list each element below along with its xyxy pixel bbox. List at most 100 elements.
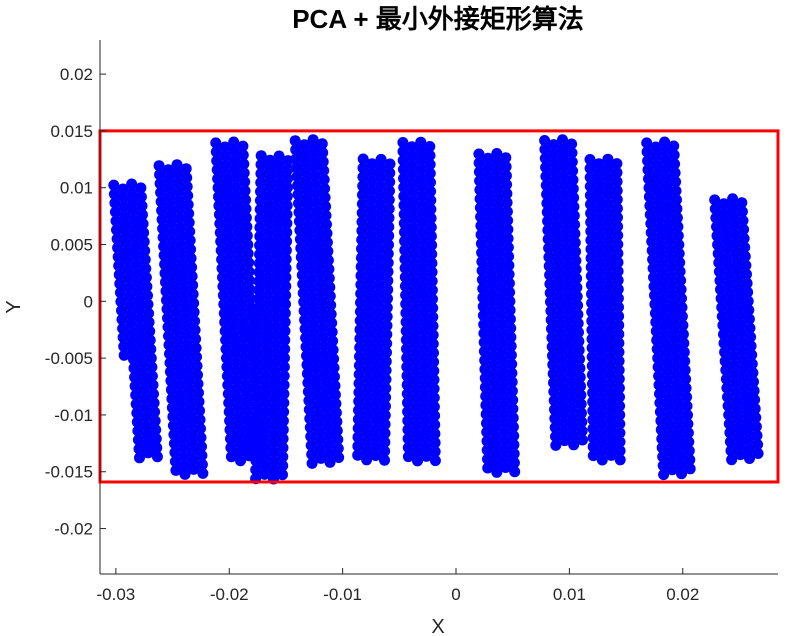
data-point (410, 356, 422, 368)
data-point (183, 374, 195, 386)
data-point (250, 455, 262, 467)
data-point (409, 311, 421, 323)
data-point (733, 291, 745, 303)
data-point (303, 228, 315, 240)
data-point (484, 215, 496, 227)
data-point (382, 293, 393, 305)
data-point (502, 215, 514, 226)
data-point (542, 233, 554, 245)
data-point (301, 359, 313, 371)
data-point (494, 264, 506, 276)
data-point (231, 392, 243, 404)
data-point (382, 257, 394, 269)
data-point (419, 370, 431, 381)
data-point (277, 415, 289, 427)
data-point (586, 324, 598, 336)
data-point (612, 221, 624, 232)
data-point (664, 410, 676, 422)
data-point (242, 248, 254, 260)
data-point (570, 264, 582, 275)
data-point (398, 190, 410, 202)
data-point (130, 389, 142, 401)
data-point (646, 236, 658, 247)
data-point (365, 239, 377, 250)
data-point (175, 222, 186, 233)
data-point (263, 217, 275, 229)
data-point (177, 424, 189, 436)
data-point (678, 337, 690, 349)
data-point (253, 284, 265, 296)
data-point (587, 414, 599, 426)
data-point (320, 210, 332, 221)
data-point (240, 203, 252, 215)
data-point (482, 170, 494, 182)
data-point (229, 163, 241, 175)
data-point (575, 398, 587, 410)
data-point (164, 366, 176, 378)
data-point (749, 403, 761, 415)
data-point (261, 352, 273, 364)
data-point (408, 240, 420, 251)
data-point (418, 307, 430, 319)
data-point (155, 196, 167, 208)
data-point (263, 199, 275, 211)
data-point (506, 367, 518, 379)
data-point (664, 244, 676, 256)
data-point (141, 429, 153, 441)
data-point (271, 267, 283, 279)
data-point (585, 216, 597, 228)
data-point (671, 387, 683, 399)
data-point (300, 341, 312, 353)
data-point (565, 367, 577, 379)
data-point (576, 416, 588, 428)
data-point (131, 407, 143, 419)
data-point (261, 325, 273, 337)
data-point (424, 167, 436, 179)
data-point (650, 325, 662, 337)
data-point (428, 356, 440, 368)
data-point (332, 434, 344, 445)
data-point (222, 195, 234, 207)
data-point (614, 454, 626, 466)
data-point (187, 446, 199, 457)
data-point (251, 419, 262, 431)
data-point (559, 435, 571, 447)
data-point (398, 217, 410, 229)
data-point (189, 324, 201, 336)
data-point (174, 379, 186, 391)
data-point (563, 313, 575, 325)
data-point (603, 252, 615, 264)
data-point (373, 279, 385, 291)
data-point (665, 446, 677, 458)
data-point (244, 284, 256, 295)
data-point (362, 391, 374, 403)
data-point (485, 251, 497, 263)
data-point (399, 271, 411, 283)
data-point (417, 262, 429, 274)
data-point (254, 222, 266, 233)
data-point (164, 200, 176, 212)
data-point (260, 370, 272, 382)
data-point (159, 258, 171, 270)
data-point (232, 217, 244, 229)
data-point (215, 236, 227, 247)
data-point (328, 353, 340, 365)
data-point (261, 307, 273, 319)
data-point (281, 209, 293, 220)
data-point (415, 136, 427, 148)
data-point (383, 221, 395, 233)
data-point (594, 239, 606, 251)
data-point (235, 280, 247, 291)
data-point (260, 388, 272, 400)
data-point (672, 221, 684, 233)
data-point (331, 416, 343, 428)
data-point (737, 345, 748, 357)
data-point (675, 284, 687, 295)
data-point (187, 455, 199, 466)
data-point (611, 176, 623, 188)
data-point (355, 288, 367, 300)
data-point (239, 369, 251, 381)
data-point (586, 333, 598, 345)
data-point (587, 396, 599, 408)
data-point (142, 447, 154, 459)
